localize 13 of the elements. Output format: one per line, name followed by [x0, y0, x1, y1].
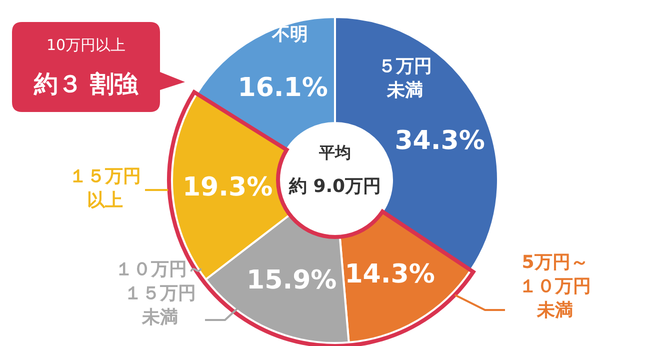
data-label: 19.3%	[182, 172, 273, 202]
slice-label: １５万円以上	[69, 166, 141, 211]
slice-label: 5万円～１０万円未満	[519, 252, 591, 321]
data-label: 15.9%	[246, 265, 337, 296]
data-label: 14.3%	[344, 260, 435, 290]
text: 約３ 割強	[32, 70, 140, 98]
slice-label: １０万円～１５万円未満	[115, 259, 205, 328]
slice-label: ５万円未満	[378, 56, 432, 101]
text: 10万円以上	[46, 36, 126, 54]
data-label: 34.3%	[394, 126, 485, 156]
data-label: 16.1%	[238, 72, 328, 103]
text: 約 9.0万円	[288, 176, 382, 197]
text: 平均	[318, 143, 351, 162]
